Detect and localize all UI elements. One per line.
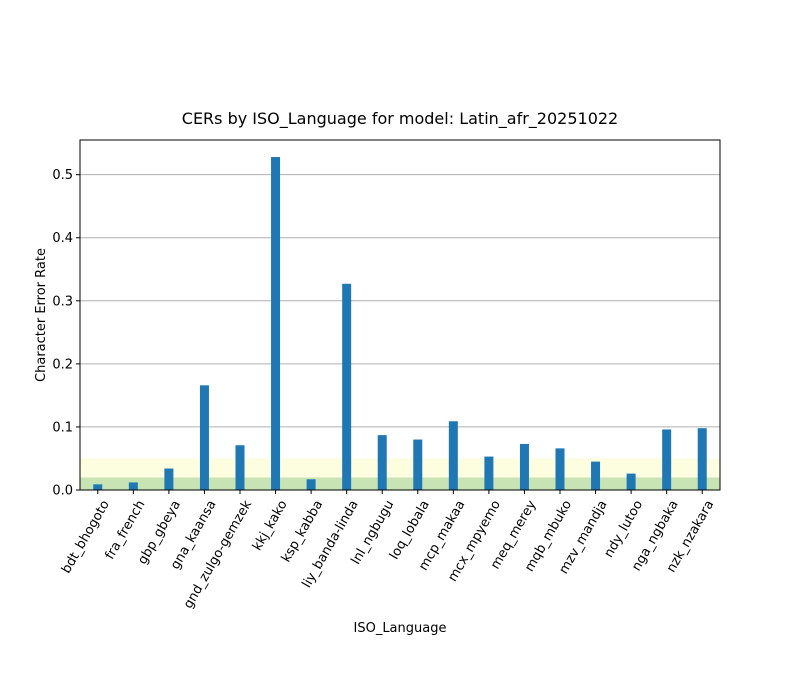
bar-loq_lobala — [413, 439, 423, 490]
bar-gnd_zulgo-gemzek — [235, 445, 245, 490]
x-axis-ticks: bdt_bhogotofra_frenchgbp_gbeyagna_kaansa… — [59, 490, 717, 611]
bar-kkj_kako — [271, 157, 281, 490]
y-axis-ticks: 0.0 0.1 0.2 0.3 0.4 0.5 — [52, 168, 80, 499]
y-tick-label: 0.1 — [52, 420, 73, 435]
bar-bdt_bhogoto — [93, 484, 103, 490]
bar-mqb_mbuko — [555, 448, 565, 490]
y-tick-label: 0.4 — [52, 231, 73, 246]
bar-lnl_ngbugu — [377, 435, 387, 490]
bar-gbp_gbeya — [164, 468, 174, 490]
bar-nzk_nzakara — [697, 428, 707, 490]
threshold-bands — [80, 458, 720, 490]
bar-ndy_lutoo — [626, 473, 636, 490]
y-axis-label: Character Error Rate — [34, 248, 49, 382]
bar-gna_kaansa — [199, 385, 209, 490]
bars — [93, 157, 707, 490]
plot-frame — [79, 139, 721, 491]
x-tick-label: bdt_bhogoto — [59, 498, 113, 576]
x-tick-label: gnd_zulgo-gemzek — [181, 497, 255, 611]
y-tick-label: 0.5 — [52, 168, 73, 183]
bar-mcx_mpyemo — [484, 456, 494, 490]
y-tick-label: 0.3 — [52, 294, 73, 309]
x-axis-label: ISO_Language — [354, 621, 447, 636]
y-tick-label: 0.0 — [52, 484, 73, 499]
bar-meq_merey — [519, 443, 529, 490]
bar-mzv_mandja — [591, 461, 601, 490]
x-tick-label: kkj_kako — [250, 498, 291, 554]
grid-lines — [80, 174, 720, 428]
bar-ksp_kabba — [306, 479, 316, 490]
y-tick-label: 0.2 — [52, 357, 73, 372]
threshold-band-0 — [80, 477, 720, 490]
bar-fra_french — [128, 482, 138, 490]
bar-liy_banda-linda — [342, 283, 352, 490]
chart-title: CERs by ISO_Language for model: Latin_af… — [182, 109, 618, 129]
threshold-band-1 — [80, 458, 720, 478]
bar-mcp_makaa — [448, 421, 458, 490]
bar-nga_ngbaka — [662, 429, 672, 490]
